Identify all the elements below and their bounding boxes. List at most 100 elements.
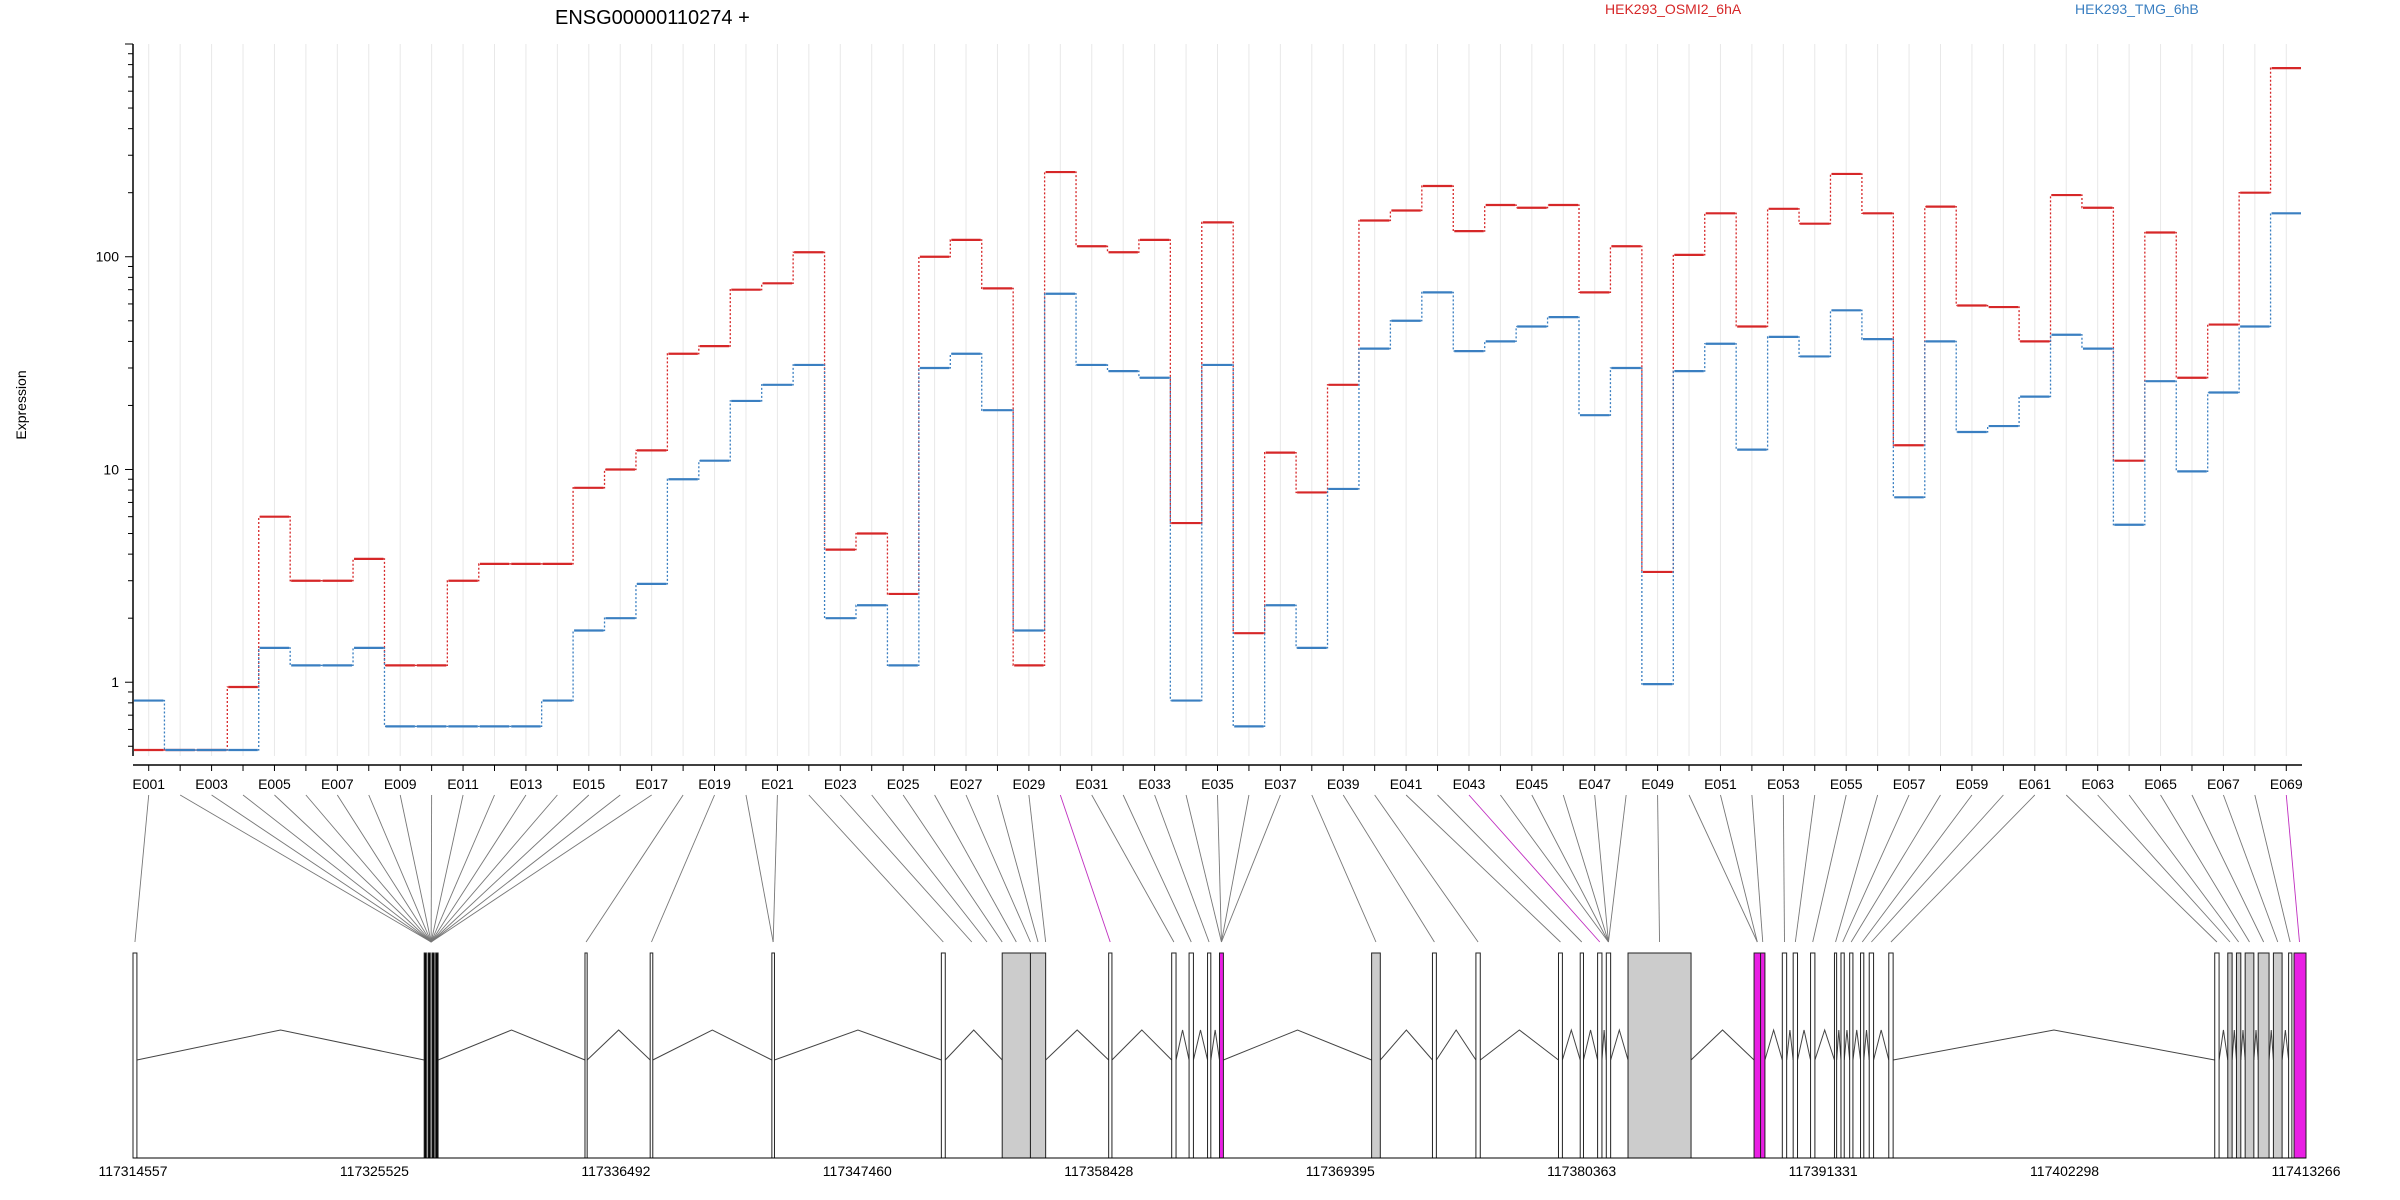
series-2-join bbox=[917, 367, 920, 667]
intron bbox=[1836, 1029, 1842, 1061]
gene-model bbox=[132, 952, 2307, 1159]
exon-block bbox=[1760, 952, 1766, 1159]
x-tick-label: E021 bbox=[761, 776, 794, 792]
series-2-join bbox=[2112, 347, 2115, 526]
genomic-tick-label: 117325525 bbox=[340, 1163, 409, 1179]
series-1-join bbox=[1546, 204, 1549, 209]
exon-connector bbox=[1861, 794, 1973, 943]
intron bbox=[136, 1029, 425, 1061]
series-1-join bbox=[2018, 306, 2021, 343]
series-2-join bbox=[949, 353, 952, 369]
series-1-join bbox=[226, 686, 229, 751]
exon-connector bbox=[1221, 794, 1250, 943]
exon-connector bbox=[399, 794, 432, 943]
y-tick-label: 100 bbox=[96, 249, 120, 265]
exon-connector bbox=[934, 794, 1017, 943]
exon-connector bbox=[902, 794, 1003, 943]
exon-block bbox=[1627, 952, 1692, 1159]
intron bbox=[2240, 1029, 2246, 1061]
series-1-join bbox=[1263, 451, 1266, 634]
series-2-join bbox=[729, 400, 732, 462]
series-2-join bbox=[1263, 604, 1266, 728]
exon-connector bbox=[1122, 794, 1192, 943]
x-tick-label: E017 bbox=[635, 776, 668, 792]
exon-connector bbox=[1221, 794, 1281, 943]
series-2-join bbox=[1357, 347, 1360, 490]
exon-connector bbox=[2097, 794, 2231, 943]
exon-block bbox=[771, 952, 775, 1159]
exon-block bbox=[1431, 952, 1437, 1159]
series-1-join bbox=[1106, 245, 1109, 253]
exon-block bbox=[1792, 952, 1799, 1159]
series-1-join bbox=[1892, 212, 1895, 446]
genomic-axis: 117314557 117325525 117336492 117347460 1173… bbox=[98, 1163, 2340, 1179]
series-1-join bbox=[666, 353, 669, 452]
intron bbox=[652, 1029, 773, 1061]
series-1-join bbox=[2269, 67, 2272, 194]
exon-block bbox=[1849, 952, 1854, 1159]
exon-block bbox=[2235, 952, 2242, 1159]
series-2-join bbox=[1326, 488, 1329, 649]
x-tick-label: E019 bbox=[698, 776, 731, 792]
series-2-join bbox=[1798, 336, 1801, 358]
series-2-join bbox=[1766, 336, 1769, 451]
series-1-join bbox=[352, 558, 355, 582]
exon-block bbox=[2244, 952, 2255, 1159]
exon-connector bbox=[808, 794, 944, 943]
series-1-join bbox=[697, 345, 700, 355]
x-tick-label: E055 bbox=[1830, 776, 1863, 792]
exon-connector bbox=[430, 794, 621, 943]
series-1-join bbox=[792, 251, 795, 284]
exon-connector bbox=[2160, 794, 2250, 943]
series-1-join bbox=[1515, 204, 1518, 209]
series-2-join bbox=[2269, 212, 2272, 328]
exon-connector bbox=[134, 794, 150, 943]
series-1-join bbox=[1389, 209, 1392, 222]
x-tick-label: E033 bbox=[1138, 776, 1171, 792]
intron bbox=[1873, 1029, 1890, 1061]
intron bbox=[1582, 1029, 1599, 1061]
exon-block bbox=[2257, 952, 2270, 1159]
intron bbox=[2231, 1029, 2237, 1061]
intron bbox=[1814, 1028, 1835, 1061]
exon-connector bbox=[745, 794, 774, 943]
exon-connector bbox=[430, 794, 464, 943]
exon-block bbox=[1597, 952, 1603, 1159]
series-2-join bbox=[1420, 291, 1423, 322]
series-2-join bbox=[540, 699, 543, 728]
exon-connector bbox=[1405, 794, 1561, 943]
x-tick-label: E041 bbox=[1390, 776, 1423, 792]
exon-block bbox=[423, 952, 427, 1159]
intron bbox=[2281, 1029, 2290, 1061]
intron bbox=[1601, 1029, 1607, 1061]
exon-connector bbox=[1657, 794, 1660, 943]
exon-block bbox=[2272, 952, 2283, 1159]
x-tick-label: E011 bbox=[447, 776, 479, 792]
series-1-join bbox=[634, 449, 637, 471]
exon-connector bbox=[839, 794, 973, 943]
exon-connector bbox=[1850, 794, 1941, 943]
x-tick-label: E039 bbox=[1327, 776, 1360, 792]
series-1-join bbox=[1578, 204, 1580, 294]
series-2-join bbox=[2018, 395, 2021, 427]
exon-connector bbox=[1842, 794, 1910, 943]
series-2-join bbox=[2080, 334, 2083, 350]
series-2-join bbox=[257, 647, 260, 751]
intron bbox=[1690, 1029, 1755, 1061]
intron bbox=[2253, 1029, 2259, 1061]
series-2-join bbox=[1735, 343, 1738, 451]
exon-connector bbox=[179, 794, 432, 943]
series-2-join bbox=[1986, 425, 1989, 433]
exon-connectors bbox=[134, 794, 2300, 943]
series-2-join bbox=[2143, 380, 2146, 526]
series-2-join bbox=[1012, 409, 1015, 632]
x-tick-label: E035 bbox=[1201, 776, 1234, 792]
series-1-join bbox=[1169, 239, 1172, 524]
series-2-join bbox=[1483, 340, 1486, 352]
intron bbox=[2268, 1029, 2274, 1061]
exon-block bbox=[1171, 952, 1177, 1159]
exon-connector bbox=[772, 794, 778, 943]
x-tick-label: E057 bbox=[1893, 776, 1926, 792]
exon-connector bbox=[2191, 794, 2265, 943]
series-2-join bbox=[1075, 293, 1078, 366]
